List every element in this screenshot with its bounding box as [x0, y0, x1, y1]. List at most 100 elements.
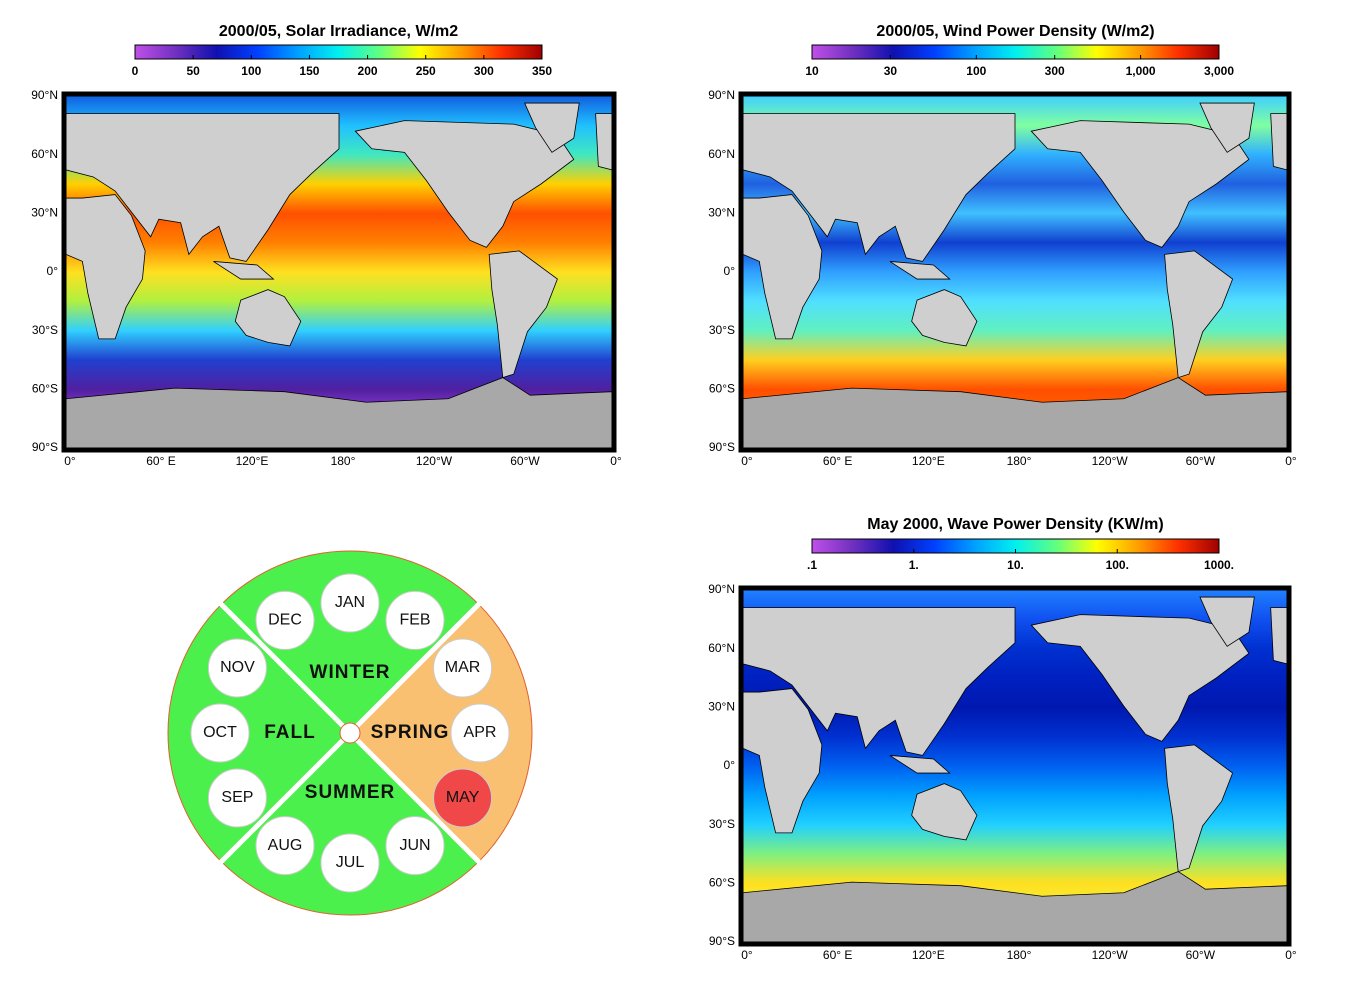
colorbar-tick-label: 250: [416, 64, 436, 78]
lon-label: 180°: [1007, 948, 1032, 962]
lon-label: 60°W: [510, 454, 540, 468]
colorbar-tick-label: 100: [966, 64, 986, 78]
lat-label: 60°S: [709, 876, 735, 890]
map: [65, 96, 613, 449]
map-title: May 2000, Wave Power Density (KW/m): [867, 516, 1163, 533]
month-button[interactable]: [433, 768, 493, 828]
month-label: JUN: [399, 837, 430, 854]
land: [1270, 607, 1288, 665]
colorbar-tick-label: 3,000: [1204, 64, 1234, 78]
lon-label: 60° E: [823, 948, 852, 962]
colorbar-tick-label: 350: [532, 64, 552, 78]
land: [1199, 102, 1255, 153]
lat-label: 30°N: [708, 700, 735, 714]
month-button[interactable]: [207, 638, 267, 698]
lon-label: 0°: [741, 454, 753, 468]
map-frame: [61, 91, 617, 453]
colorbar-tick-label: .1: [807, 558, 817, 572]
month-button[interactable]: [385, 590, 445, 650]
lon-label: 0°: [741, 948, 753, 962]
lat-label: 0°: [724, 758, 736, 772]
lat-label: 60°S: [32, 382, 58, 396]
month-button[interactable]: [255, 816, 315, 876]
land: [889, 755, 951, 774]
map-frame: [738, 91, 1292, 453]
month-button[interactable]: [450, 703, 510, 763]
lon-label: 120°E: [236, 454, 269, 468]
lon-label: 60° E: [823, 454, 852, 468]
month-button[interactable]: [255, 590, 315, 650]
lat-label: 30°S: [709, 817, 735, 831]
season-label: SUMMER: [305, 782, 395, 803]
month-button[interactable]: [320, 833, 380, 893]
map: [742, 590, 1288, 943]
land: [524, 102, 580, 153]
lat-label: 90°S: [709, 934, 735, 948]
lon-label: 120°W: [1092, 454, 1129, 468]
sector-gap: [348, 731, 484, 867]
lat-label: 60°N: [708, 147, 735, 161]
land: [1164, 744, 1234, 873]
month-button[interactable]: [433, 638, 493, 698]
lat-label: 60°S: [709, 382, 735, 396]
lon-label: 120°E: [912, 948, 945, 962]
land: [65, 194, 146, 340]
lat-label: 30°N: [708, 206, 735, 220]
colorbar-tick-label: 150: [299, 64, 319, 78]
month-label: MAR: [445, 659, 481, 676]
season-label: SPRING: [371, 722, 450, 743]
wheel-center: [339, 722, 361, 744]
season-label: FALL: [264, 722, 316, 743]
lat-label: 90°S: [709, 440, 735, 454]
month-label: FEB: [399, 612, 430, 629]
lat-label: 60°N: [708, 641, 735, 655]
land: [889, 261, 951, 280]
lat-label: 90°S: [32, 440, 58, 454]
land: [1030, 614, 1250, 742]
month-button[interactable]: [320, 573, 380, 633]
colorbar-tick-label: 0: [132, 64, 139, 78]
land: [742, 607, 1016, 756]
month-button[interactable]: [207, 768, 267, 828]
lon-label: 120°W: [416, 454, 453, 468]
month-label: OCT: [203, 724, 237, 741]
land: [742, 688, 823, 834]
month-button[interactable]: [190, 703, 250, 763]
map: [742, 96, 1288, 449]
lon-label: 120°E: [912, 454, 945, 468]
month-button[interactable]: [385, 816, 445, 876]
lat-label: 0°: [724, 264, 736, 278]
sector-gap: [216, 731, 352, 867]
map-frame: [738, 585, 1292, 947]
land: [911, 289, 978, 347]
lon-label: 0°: [1285, 454, 1297, 468]
land: [234, 289, 302, 347]
colorbar: [134, 44, 543, 60]
month-label: MAY: [446, 789, 480, 806]
sector-gap: [348, 599, 484, 735]
colorbar-tick-label: 1000.: [1204, 558, 1234, 572]
month-label: DEC: [268, 612, 302, 629]
lat-label: 60°N: [31, 147, 58, 161]
land: [911, 783, 978, 841]
land: [488, 250, 558, 379]
month-label: JAN: [335, 594, 365, 611]
month-label: AUG: [268, 837, 303, 854]
lon-label: 0°: [1285, 948, 1297, 962]
land: [742, 113, 1016, 262]
land: [595, 113, 613, 171]
month-label: APR: [464, 724, 497, 741]
colorbar-tick-label: 10: [805, 64, 819, 78]
lat-label: 90°N: [708, 582, 735, 596]
sector-gap: [216, 599, 352, 735]
land: [1030, 120, 1250, 248]
lat-label: 30°S: [32, 323, 58, 337]
lat-label: 0°: [47, 264, 59, 278]
lon-label: 60° E: [146, 454, 175, 468]
colorbar: [811, 44, 1220, 60]
colorbar-tick-label: 10.: [1007, 558, 1024, 572]
colorbar-tick-label: 100.: [1106, 558, 1129, 572]
colorbar-tick-label: 100: [241, 64, 261, 78]
colorbar-tick-label: 300: [1045, 64, 1065, 78]
